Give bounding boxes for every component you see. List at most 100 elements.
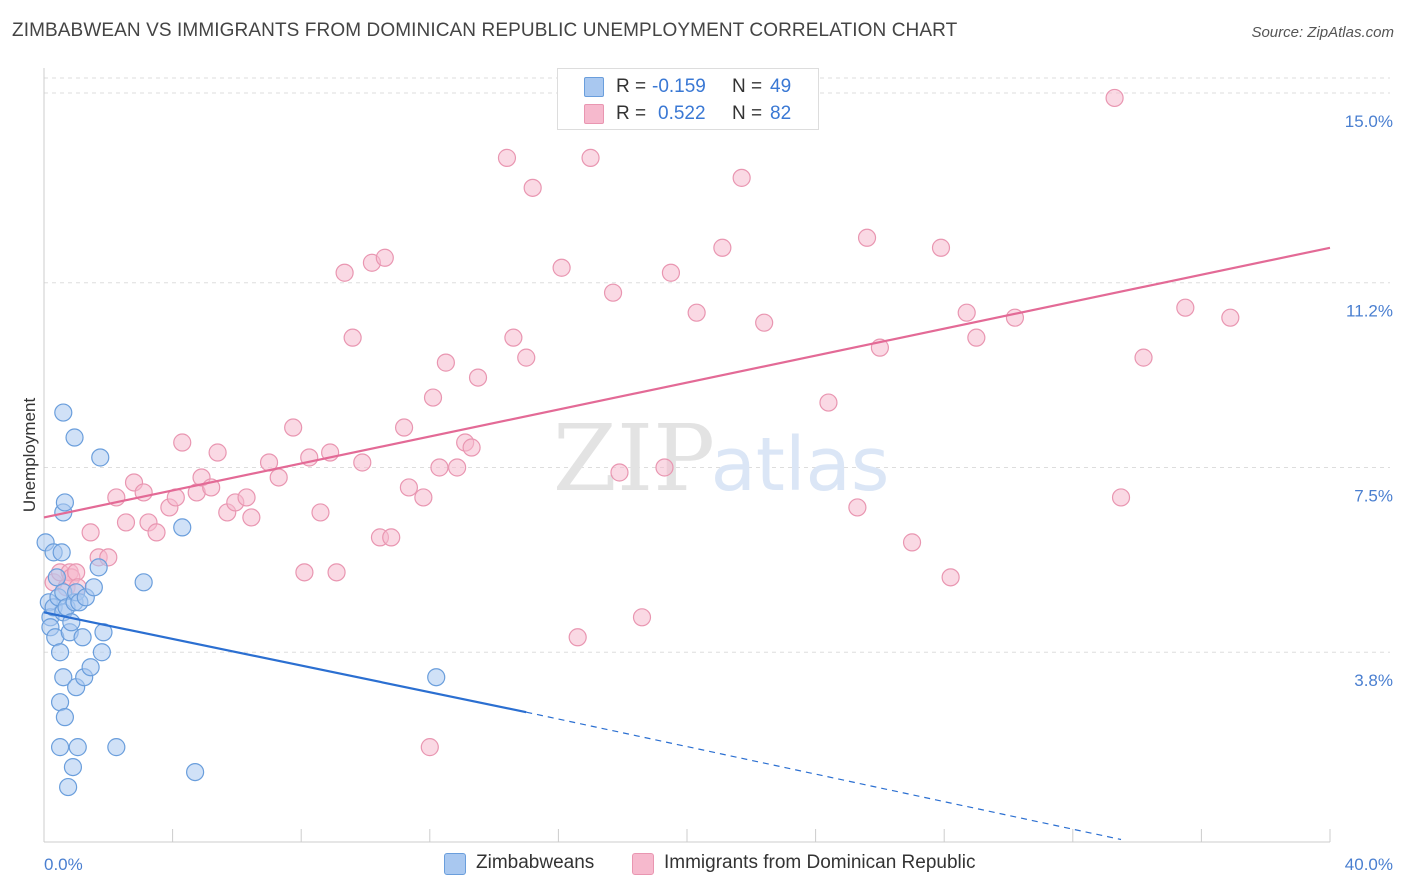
pink-data-point xyxy=(655,458,674,477)
pink-data-point xyxy=(1221,308,1240,327)
blue-data-point xyxy=(107,738,126,757)
pink-data-point xyxy=(732,168,751,187)
blue-data-point xyxy=(50,693,70,712)
pink-data-point xyxy=(941,568,960,587)
pink-data-point xyxy=(957,303,976,322)
y-tick-label: 15.0% xyxy=(1345,112,1393,131)
pink-data-point xyxy=(284,418,303,437)
legend-swatch-blue xyxy=(444,853,466,875)
correlation-legend: R = -0.159 N = 49 R = 0.522 N = 82 xyxy=(557,68,819,130)
blue-data-point xyxy=(52,543,71,562)
pink-data-point xyxy=(517,348,536,367)
pink-data-point xyxy=(430,458,449,477)
y-axis-label: Unemployment xyxy=(20,398,39,513)
blue-data-point xyxy=(92,643,111,662)
pink-data-point xyxy=(311,503,330,522)
pink-data-point xyxy=(755,313,774,332)
pink-data-point xyxy=(497,148,517,167)
pink-data-point xyxy=(1111,488,1131,507)
blue-data-point xyxy=(59,777,78,797)
pink-data-point xyxy=(399,478,419,497)
blue-data-point xyxy=(84,578,103,597)
blue-data-point xyxy=(50,738,70,757)
pink-data-point xyxy=(436,353,455,372)
y-tick-label: 7.5% xyxy=(1354,486,1393,505)
pink-data-point xyxy=(468,368,488,387)
pink-data-point xyxy=(687,303,706,322)
pink-data-point xyxy=(523,178,542,197)
legend-n-value: 82 xyxy=(770,103,792,124)
blue-data-point xyxy=(47,568,66,587)
legend-r-value: -0.159 xyxy=(652,76,706,97)
pink-data-point xyxy=(343,328,362,347)
chart-title: ZIMBABWEAN VS IMMIGRANTS FROM DOMINICAN … xyxy=(12,20,958,41)
pink-data-point xyxy=(423,388,443,407)
blue-data-point xyxy=(65,428,84,447)
blue-trend-line xyxy=(43,611,527,714)
y-tick-label: 3.8% xyxy=(1354,671,1393,690)
legend-r-label: R = xyxy=(616,103,647,124)
blue-data-point xyxy=(55,708,74,727)
watermark: ZIP atlas xyxy=(553,405,890,512)
blue-data-point xyxy=(54,403,73,422)
legend-n-value: 49 xyxy=(770,76,792,97)
pink-data-point xyxy=(819,393,838,412)
pink-trend-line xyxy=(43,246,1331,519)
pink-data-point xyxy=(931,238,951,257)
blue-data-point xyxy=(186,762,205,782)
watermark-zip: ZIP xyxy=(553,405,715,512)
pink-data-point xyxy=(1134,348,1153,367)
pink-data-point xyxy=(661,263,681,282)
blue-data-point xyxy=(73,628,92,647)
x-tick-label-max: 40.0% xyxy=(1345,855,1393,874)
pink-data-point xyxy=(420,738,439,757)
blue-data-point xyxy=(173,518,192,537)
legend-r-label: R = xyxy=(616,76,647,97)
pink-data-point xyxy=(116,513,136,532)
pink-data-point xyxy=(382,528,401,547)
trend-lines xyxy=(43,246,1331,841)
pink-data-point xyxy=(81,523,100,542)
pink-data-point xyxy=(610,463,629,482)
blue-data-point xyxy=(427,668,446,687)
pink-data-point xyxy=(568,628,587,647)
pink-data-point xyxy=(327,563,346,582)
pink-data-point xyxy=(603,283,623,302)
y-tick-label: 11.2% xyxy=(1346,302,1393,321)
pink-data-point xyxy=(902,533,922,552)
pink-data-point xyxy=(375,248,394,267)
watermark-atlas: atlas xyxy=(711,422,890,508)
pink-series-points xyxy=(44,88,1240,757)
pink-data-point xyxy=(237,488,256,507)
pink-data-point xyxy=(414,488,433,507)
pink-data-point xyxy=(967,328,986,347)
blue-series-points xyxy=(36,403,446,797)
pink-data-point xyxy=(552,258,571,277)
pink-data-point xyxy=(462,438,481,457)
legend-label-dominican: Immigrants from Dominican Republic xyxy=(664,852,976,873)
chart-source: Source: ZipAtlas.com xyxy=(1251,24,1394,41)
pink-data-point xyxy=(848,498,867,517)
gridlines xyxy=(44,77,1390,653)
pink-data-point xyxy=(295,563,314,582)
legend-n-label: N = xyxy=(732,76,763,97)
blue-data-point xyxy=(91,448,110,467)
tick-labels: 3.8% 7.5% 11.2% 15.0% 0.0% 40.0% xyxy=(44,112,1393,874)
pink-data-point xyxy=(147,523,166,542)
pink-data-point xyxy=(335,263,354,282)
x-tick-label-min: 0.0% xyxy=(44,855,83,874)
blue-data-point xyxy=(54,668,73,687)
axes xyxy=(43,68,1331,843)
blue-data-point xyxy=(134,573,153,592)
pink-data-point xyxy=(67,563,86,582)
pink-data-point xyxy=(353,453,372,472)
legend-n-label: N = xyxy=(732,103,763,124)
legend-swatch-pink xyxy=(584,104,604,124)
legend-swatch-pink xyxy=(632,853,654,875)
pink-data-point xyxy=(173,433,192,452)
legend-label-zimbabweans: Zimbabweans xyxy=(476,852,595,873)
pink-data-point xyxy=(1176,298,1195,317)
pink-data-point xyxy=(269,468,288,487)
legend-r-value: 0.522 xyxy=(658,103,706,124)
